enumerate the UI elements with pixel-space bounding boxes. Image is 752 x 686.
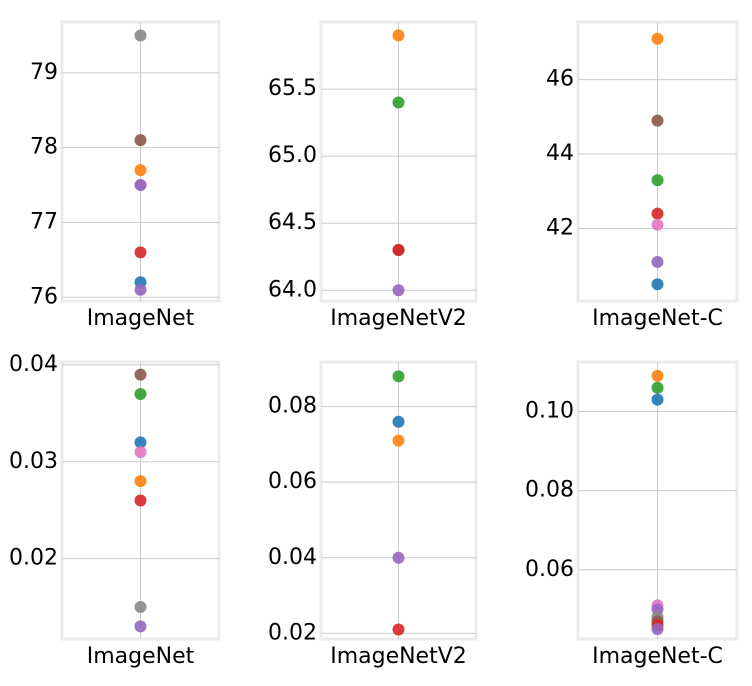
data-point [134,179,147,192]
data-point [392,29,405,42]
data-point [134,368,147,381]
y-tick-label: 0.08 [268,394,317,419]
data-point [651,255,664,268]
y-tick-label: 44 [546,141,574,166]
chart-panel-3: 42 44 46 ImageNet-C [546,20,739,331]
data-point [392,244,405,257]
y-tick-label: 42 [546,215,574,240]
data-point [134,601,147,614]
y-tick-label: 64.5 [268,210,317,235]
data-point [651,174,664,187]
x-tick-label: ImageNet [87,306,195,331]
y-tick-label: 0.08 [525,478,574,503]
y-tick-label: 0.06 [268,469,317,494]
y-tick-label: 76 [30,284,58,309]
data-point [134,29,147,42]
data-point [134,134,147,147]
data-point [392,284,405,297]
data-point [651,114,664,127]
data-point [651,369,664,382]
data-point [392,551,405,564]
data-point [651,207,664,220]
data-point [651,218,664,231]
x-tick-label: ImageNetV2 [330,644,467,669]
y-tick-label: 0.10 [525,398,574,423]
data-point [134,436,147,449]
data-point [134,446,147,459]
data-point [134,494,147,507]
y-tick-label: 0.03 [9,449,58,474]
y-tick-label: 65.0 [268,143,317,168]
data-point [651,278,664,291]
data-point [392,96,405,109]
chart-panel-2: 64.0 64.5 65.0 65.5 ImageNetV2 [268,20,478,331]
y-tick-label: 79 [30,60,58,85]
y-tick-label: 78 [30,135,58,160]
x-tick-label: ImageNet [87,644,195,669]
data-point [651,623,664,636]
y-tick-label: 0.04 [9,352,58,377]
y-tick-label: 0.04 [268,545,317,570]
y-tick-label: 0.06 [525,557,574,582]
chart-panel-4: 0.02 0.03 0.04 ImageNet [9,352,221,669]
data-point [392,370,405,383]
data-point [134,246,147,259]
data-point [134,387,147,400]
data-point [134,620,147,633]
x-tick-label: ImageNet-C [592,644,723,669]
y-tick-label: 46 [546,67,574,92]
x-tick-label: ImageNet-C [592,306,723,331]
data-point [651,393,664,406]
y-tick-label: 77 [30,209,58,234]
data-point [392,415,405,428]
y-tick-label: 0.02 [268,620,317,645]
data-point [134,475,147,488]
chart-panel-5: 0.02 0.04 0.06 0.08 ImageNetV2 [268,360,478,669]
y-tick-label: 64.0 [268,277,317,302]
data-point [651,381,664,394]
data-point [651,32,664,45]
chart-panel-1: 76 77 78 79 ImageNet [30,20,221,331]
data-point [392,623,405,636]
x-tick-label: ImageNetV2 [330,306,467,331]
y-tick-label: 0.02 [9,546,58,571]
data-point [134,164,147,177]
data-point [134,283,147,296]
y-tick-label: 65.5 [268,76,317,101]
data-point [392,434,405,447]
chart-panel-6: 0.06 0.08 0.10 ImageNet-C [525,360,739,669]
